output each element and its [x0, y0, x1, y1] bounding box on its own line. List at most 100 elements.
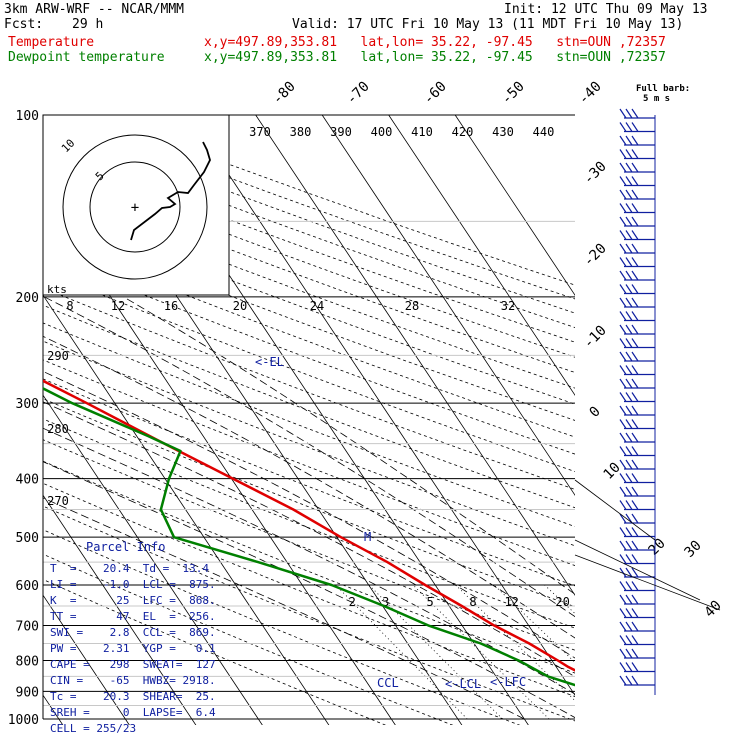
pressure-tick-label: 900	[16, 685, 39, 700]
wind-barb	[619, 270, 655, 281]
wind-barb	[619, 486, 655, 497]
dry-adiabat	[43, 176, 575, 373]
theta-label: 390	[330, 125, 352, 139]
lcl-marker: <-LCL	[445, 677, 481, 691]
parcel-info-row: Tc = 20.3 SHEAR= 25.	[50, 690, 216, 703]
wind-barb	[619, 540, 655, 551]
isotherm-label: -50	[499, 79, 528, 108]
wind-barb	[619, 257, 655, 268]
theta-label: 370	[249, 125, 271, 139]
wind-barb	[619, 567, 655, 578]
pressure-tick-label: 500	[16, 531, 39, 546]
isotherm-label: -40	[576, 79, 605, 108]
isotherm	[43, 594, 130, 725]
wind-barb	[619, 122, 655, 133]
mixing-ratio-label: 8	[469, 595, 476, 609]
dewpoint-info: x,y=497.89,353.81 lat,lon= 35.22, -97.45…	[204, 50, 666, 65]
level-markers: <-EL M CCL <-LCL <-LFC	[255, 355, 526, 691]
wind-barb	[619, 189, 655, 200]
isotherm-label: -10	[581, 323, 610, 352]
hodograph-speed-label: 24	[310, 299, 324, 313]
wind-barb	[619, 648, 655, 659]
wind-barbs	[574, 108, 721, 695]
theta-label: 380	[290, 125, 312, 139]
parcel-info-row: T = 20.4 Td = 13.4	[50, 562, 209, 575]
parcel-info-row: LI = -1.0 LCL = 875.	[50, 578, 216, 591]
dry-adiabat	[43, 529, 521, 725]
wind-barb	[619, 338, 655, 349]
hodograph-center: +	[131, 200, 139, 216]
hodograph-trace	[130, 141, 211, 241]
parcel-info-title: Parcel Info	[86, 540, 166, 554]
theta-label: 400	[371, 125, 393, 139]
init-time: Init: 12 UTC Thu 09 May 13	[504, 2, 708, 17]
el-marker: <-EL	[255, 355, 284, 369]
isotherm-label: 40	[702, 598, 725, 621]
isotherm	[43, 394, 263, 725]
isotherm-label: 10	[601, 460, 624, 483]
theta-label: 430	[492, 125, 514, 139]
isotherm	[255, 115, 575, 596]
wind-barb	[619, 284, 655, 295]
wind-barb	[619, 365, 655, 376]
wind-barb	[619, 135, 655, 146]
mixing-ratio-label: 20	[555, 595, 569, 609]
isotherm-label: -30	[581, 159, 610, 188]
dry-adiabat	[43, 482, 575, 698]
hodograph-units: kts	[47, 283, 67, 296]
wind-barb	[619, 527, 655, 538]
isotherm-label: -60	[421, 79, 450, 108]
fcst-value: 29 h	[72, 17, 104, 32]
parcel-info-row: CAPE = 298 SWEAT= 127	[50, 658, 216, 671]
pressure-tick-label: 1000	[8, 713, 39, 728]
temperature-info: x,y=497.89,353.81 lat,lon= 35.22, -97.45…	[204, 35, 666, 50]
profile-series	[43, 379, 575, 687]
dewpoint-legend: Dewpoint temperature	[8, 50, 165, 65]
theta-side-label: 290	[47, 349, 69, 363]
theta-side-label: 280	[47, 422, 69, 436]
wind-barb	[619, 351, 655, 362]
barb-legend-line2: 5 m s	[643, 94, 671, 104]
hodograph-speed-label: 20	[233, 299, 247, 313]
isotherm-label: -80	[270, 79, 299, 108]
wind-barb	[619, 216, 655, 227]
pressure-tick-label: 800	[16, 654, 39, 669]
lfc-marker: <-LFC	[490, 675, 526, 689]
wind-barb	[619, 311, 655, 322]
mixing-ratio-line	[544, 584, 575, 615]
hodograph-ring	[89, 161, 181, 253]
moist-adiabat	[43, 296, 575, 618]
wind-barb	[619, 324, 655, 335]
isotherm-label: 30	[682, 538, 705, 561]
isotherm	[188, 115, 575, 696]
dry-adiabat	[43, 254, 575, 455]
pressure-tick-label: 700	[16, 619, 39, 634]
isotherm	[388, 115, 575, 396]
wind-barb	[619, 459, 655, 470]
wind-barb	[619, 162, 655, 173]
m-marker: M	[364, 530, 371, 544]
frame-edge	[574, 479, 721, 611]
wind-barb	[619, 473, 655, 484]
pressure-tick-label: 200	[16, 291, 39, 306]
wind-barb	[619, 581, 655, 592]
mixing-ratio-label: 2	[349, 595, 356, 609]
mixing-ratio-label: 3	[382, 595, 389, 609]
parcel-info-row: CELL = 255/23	[50, 722, 137, 735]
mixing-ratio-label: 12	[504, 595, 518, 609]
theta-label: 410	[411, 125, 433, 139]
hodograph-speed-label: 12	[111, 299, 125, 313]
dry-adiabat	[43, 206, 575, 405]
parcel-info-row: SWI = 2.8 CCL = 869.	[50, 626, 216, 639]
parcel-info-row: K = 25 LFC = 868.	[50, 594, 216, 607]
wind-barb	[619, 500, 655, 511]
parcel-info-row: PW = 2.31 YGP = 0.1	[50, 642, 216, 655]
parcel-info-row: CIN = -65 HWBZ= 2918.	[50, 674, 216, 687]
wind-barb	[619, 554, 655, 565]
parcel-info-row: SREH = 0 LAPSE= 6.4	[50, 706, 216, 719]
wind-barb	[619, 594, 655, 605]
wind-barb	[619, 149, 655, 160]
pressure-tick-label: 300	[16, 397, 39, 412]
parcel-info-row: TT = 47 EL = 256.	[50, 610, 216, 623]
